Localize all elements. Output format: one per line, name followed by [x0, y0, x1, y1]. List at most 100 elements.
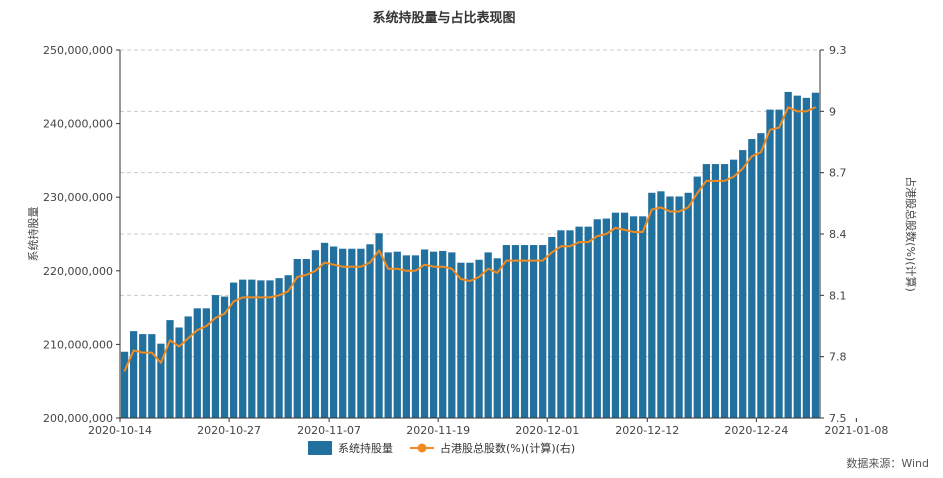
line-point [805, 110, 808, 113]
line-point [305, 274, 308, 276]
line-point [441, 265, 444, 268]
bar [466, 262, 474, 418]
line-point [541, 259, 544, 262]
line-point [160, 362, 162, 364]
legend-line-label: 占港股总股数(%)(计算)(右) [440, 441, 575, 455]
left-tick-label: 220,000,000 [43, 265, 113, 278]
line-point [487, 267, 489, 270]
right-axis-title: 占港股总股数(%)(计算) [904, 176, 918, 292]
bar [666, 196, 674, 418]
right-tick-label: 8.4 [829, 228, 847, 241]
bar [611, 212, 620, 418]
line-point [169, 339, 171, 342]
line-point [505, 259, 508, 262]
bar [320, 242, 329, 418]
line-point [451, 267, 453, 270]
line-point [641, 231, 644, 233]
bar [220, 296, 229, 418]
line-point [605, 233, 608, 235]
line-point [423, 263, 426, 266]
line-point [741, 167, 744, 170]
line-point [232, 300, 235, 303]
line-point [514, 259, 517, 262]
line-point [414, 270, 417, 272]
right-tick-label: 9 [829, 105, 836, 118]
bar [739, 150, 747, 418]
line-point [141, 351, 144, 354]
line-point [387, 267, 389, 270]
line-point [332, 263, 335, 266]
line-point [651, 208, 653, 211]
bar [139, 334, 147, 418]
line-series [123, 106, 817, 372]
bar [330, 246, 338, 418]
bar [184, 316, 192, 418]
line-point [214, 317, 217, 319]
right-tick-label: 8.7 [829, 167, 847, 180]
source-note: 数据来源：Wind [846, 456, 929, 470]
line-point [696, 192, 699, 194]
line-point [314, 270, 317, 272]
line-point [478, 276, 480, 278]
legend: 系统持股量 占港股总股数(%)(计算)(右) [308, 441, 575, 455]
line-point [405, 270, 408, 272]
line-point [614, 227, 617, 229]
bar [748, 139, 756, 418]
bar [248, 279, 256, 418]
bar [266, 280, 274, 418]
bar [730, 159, 738, 418]
bar [584, 226, 592, 418]
line-point [623, 229, 626, 231]
bar [639, 216, 647, 418]
line-point [369, 261, 371, 264]
line-point [196, 329, 199, 331]
bar [484, 252, 492, 418]
bar [539, 245, 547, 418]
bar [511, 245, 520, 418]
bar [630, 216, 638, 418]
line-point [551, 251, 553, 254]
x-tick-label: 2020-12-01 [515, 424, 579, 437]
right-tick-label: 7.8 [829, 351, 847, 364]
line-point [223, 312, 226, 315]
legend-line-marker [417, 443, 427, 453]
bar [311, 250, 320, 418]
line-point [469, 280, 471, 282]
line-point [587, 241, 589, 243]
line-point [796, 110, 799, 113]
line-point [660, 206, 662, 209]
line-point [596, 235, 599, 237]
bar [420, 249, 429, 418]
line-point [560, 245, 562, 248]
line-point [269, 296, 271, 299]
bar [557, 230, 565, 418]
bar [793, 95, 801, 418]
bar [757, 133, 765, 419]
bar [802, 97, 810, 418]
bar [439, 250, 447, 418]
bar [657, 191, 665, 418]
bar [530, 245, 538, 418]
line-point [751, 155, 753, 158]
bar [720, 164, 729, 418]
bar [448, 252, 456, 418]
bar [284, 275, 292, 418]
bar [593, 219, 601, 418]
line-point [578, 241, 580, 243]
bar [148, 334, 156, 418]
line-point [187, 337, 189, 340]
line-point [632, 231, 635, 233]
line-point [287, 290, 289, 293]
bar [302, 259, 310, 418]
bar [375, 233, 383, 418]
line-point [378, 249, 380, 252]
line-point [396, 267, 399, 270]
bar [675, 196, 683, 418]
bar [175, 327, 183, 418]
left-tick-label: 250,000,000 [43, 44, 113, 57]
line-point [251, 296, 253, 299]
bar [520, 245, 529, 418]
bar [693, 176, 701, 418]
line-point [814, 106, 817, 109]
